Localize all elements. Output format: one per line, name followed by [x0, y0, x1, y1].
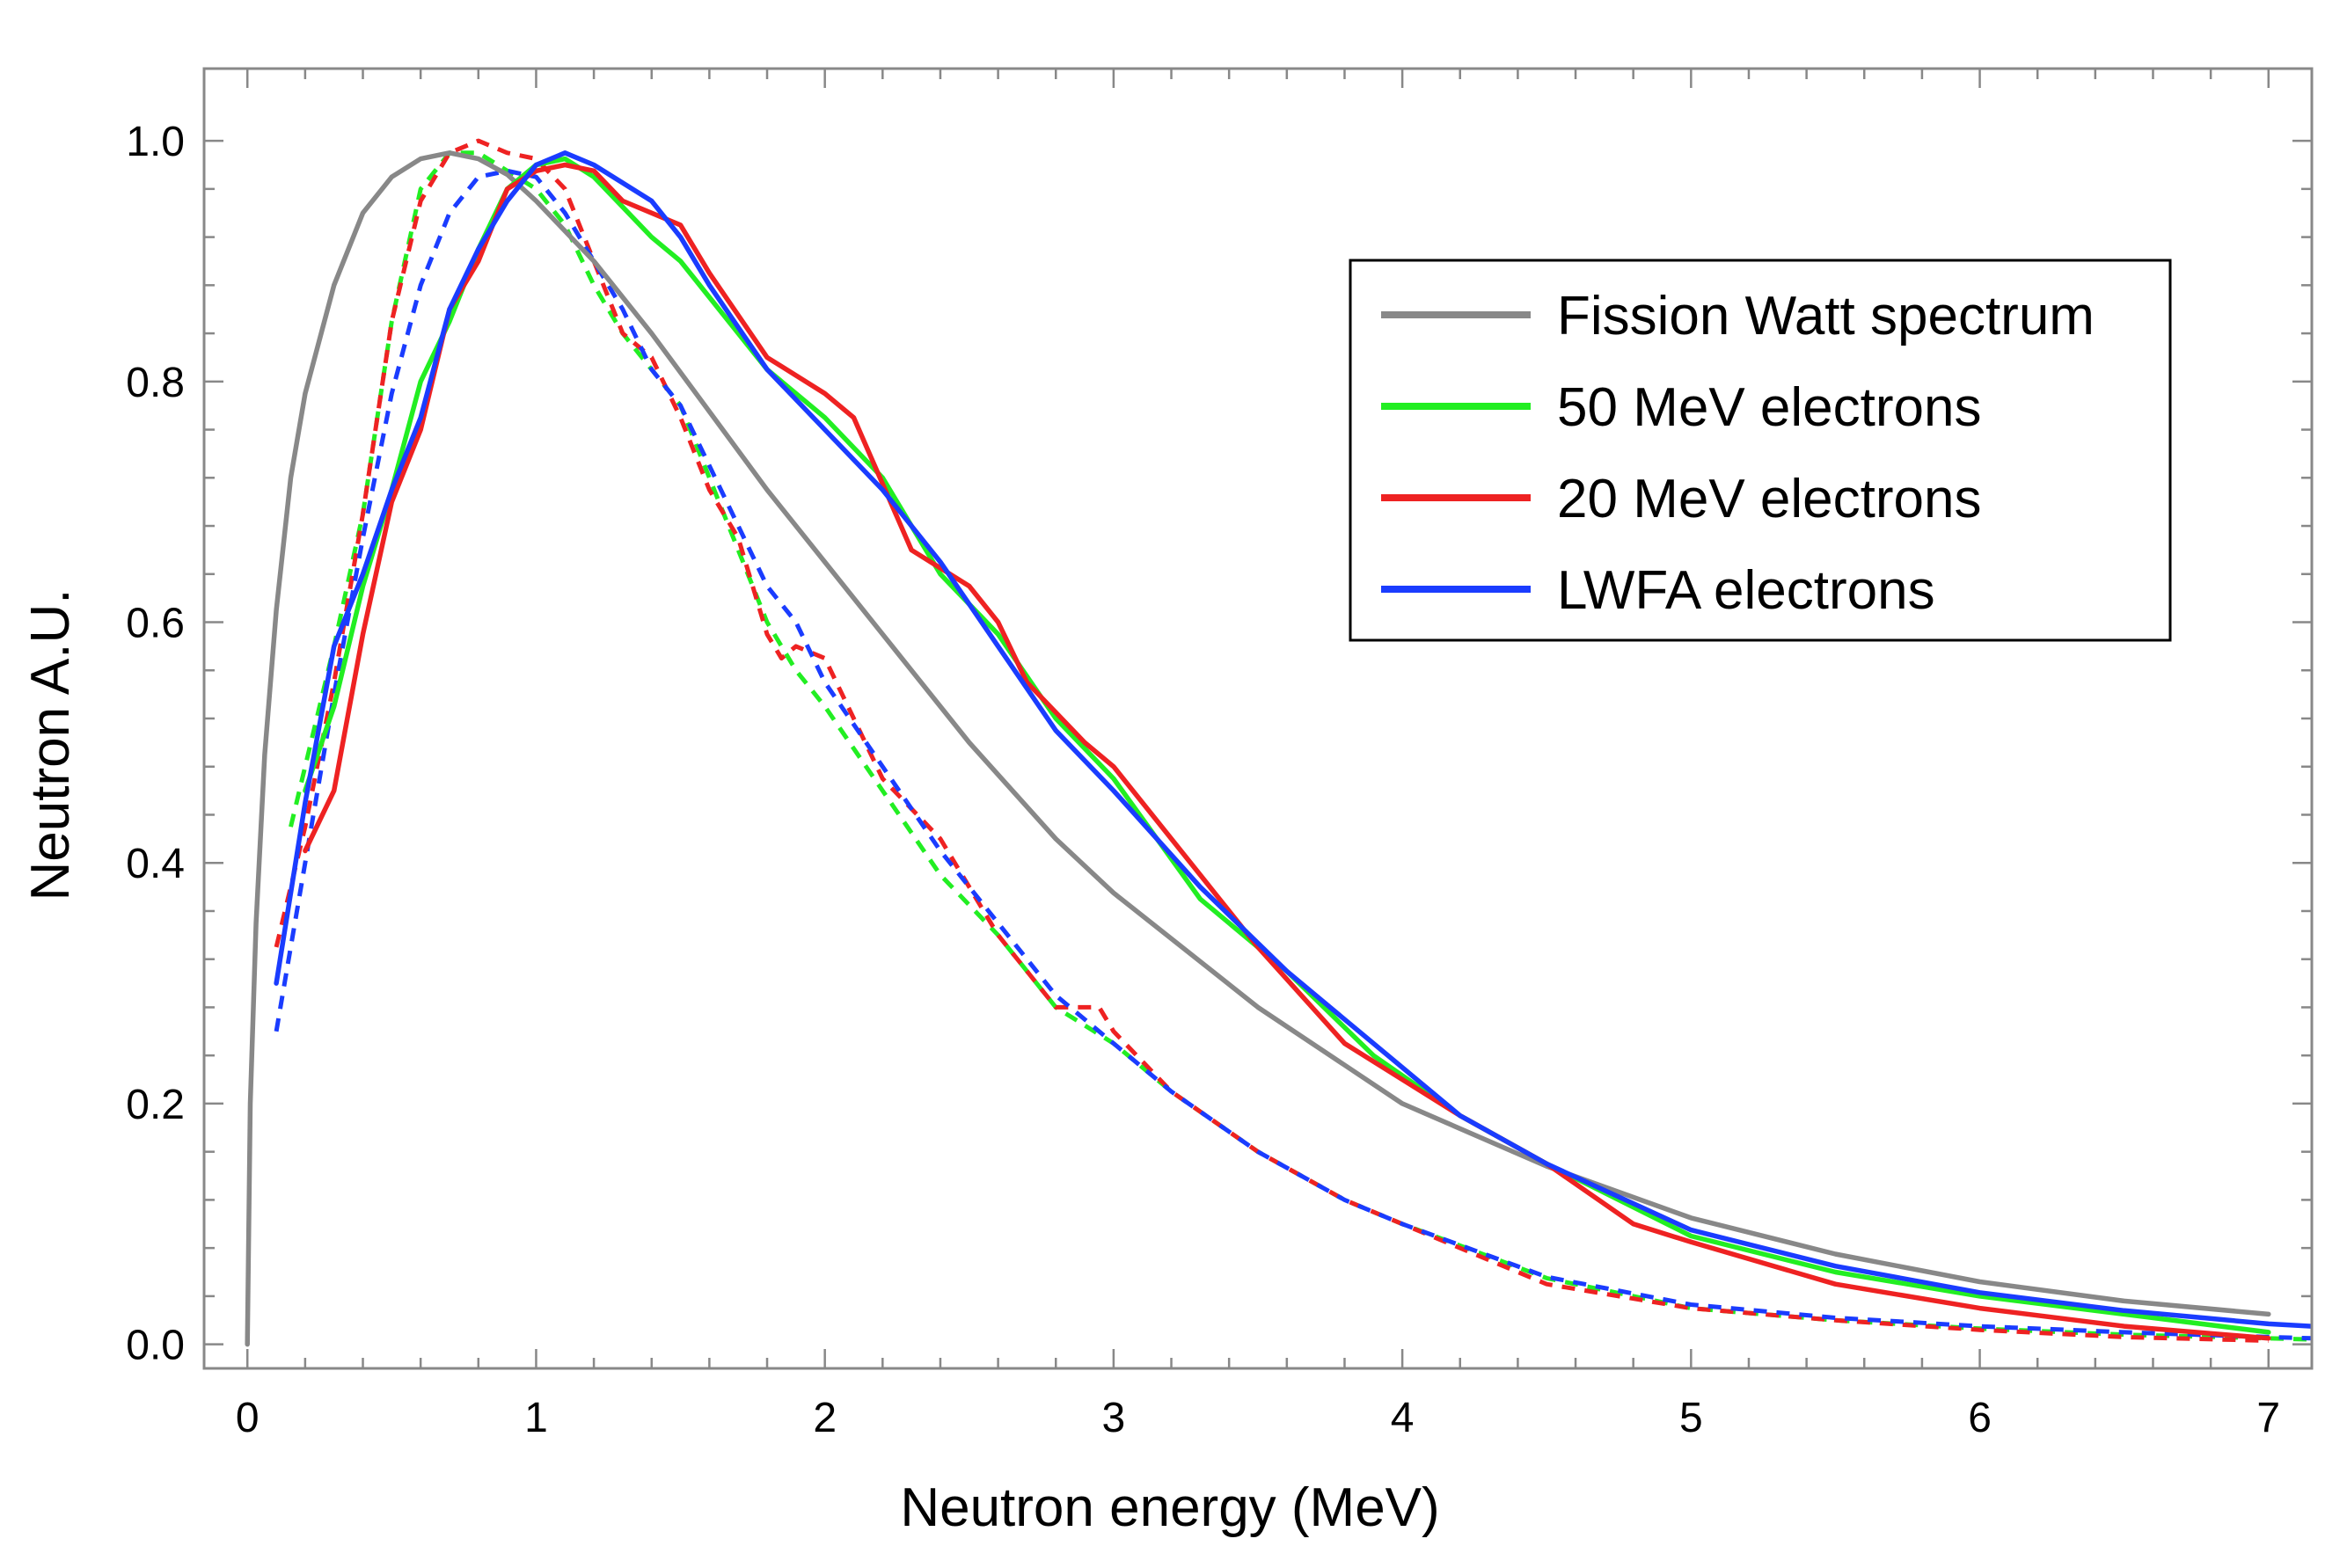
y-axis-label: Neutron A.U. [20, 589, 81, 901]
series-line-fission-watt-spectrum [245, 150, 2271, 1347]
x-tick-label: 1 [524, 1395, 548, 1441]
y-tick-label: 0.4 [126, 841, 185, 887]
x-tick-label: 2 [813, 1395, 837, 1441]
legend-box [1349, 259, 2172, 642]
series-group [245, 138, 2312, 1347]
x-axis-label: Neutron energy (MeV) [900, 1477, 1439, 1538]
series-line-20-mev-electrons [303, 162, 2271, 1341]
legend-label: 20 MeV electrons [1557, 469, 1981, 529]
plot-area [245, 138, 2312, 1347]
legend-label: Fission Watt spectrum [1557, 286, 2095, 346]
series-line-lwfa-electrons [274, 150, 2312, 1329]
axes: 0 1 2 3 4 5 6 7 0.0 0.2 0.4 0.6 0.8 1.0 Neutron energy… [20, 67, 2314, 1538]
series-line-lwfa-electrons-dashed [274, 168, 2312, 1341]
y-tick-label: 1.0 [126, 119, 185, 165]
y-tick-label: 0.2 [126, 1082, 185, 1128]
x-tick-label: 0 [236, 1395, 260, 1441]
legend: Fission Watt spectrum 50 MeV electrons 20 … [1349, 259, 2172, 642]
legend-label: 50 MeV electrons [1557, 377, 1981, 438]
y-tick-label: 0.0 [126, 1323, 185, 1369]
x-tick-label: 3 [1102, 1395, 1126, 1441]
x-tick-label: 7 [2256, 1395, 2280, 1441]
legend-label: LWFA electrons [1557, 560, 1935, 621]
x-tick-label: 6 [1968, 1395, 1992, 1441]
x-tick-label: 5 [1679, 1395, 1703, 1441]
y-tick-label: 0.6 [126, 601, 185, 647]
y-tick-label: 0.8 [126, 360, 185, 406]
x-tick-label: 4 [1391, 1395, 1415, 1441]
